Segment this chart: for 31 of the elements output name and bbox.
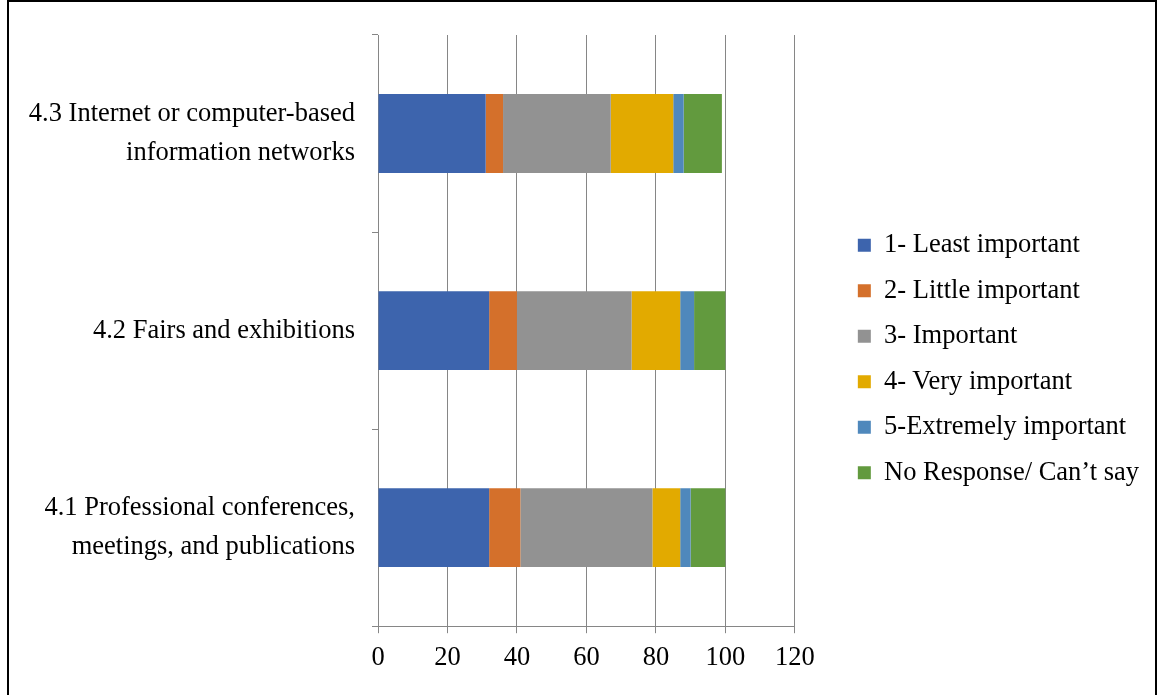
x-tick-label: 40 <box>503 641 531 672</box>
legend-label: 3- Important <box>884 319 1018 350</box>
bar <box>680 291 695 371</box>
legend-label: 4- Very important <box>884 364 1073 395</box>
x-tick-label: 20 <box>434 641 461 672</box>
x-tick-label: 80 <box>642 641 670 672</box>
x-tick-label: 0 <box>371 641 385 672</box>
bar <box>690 488 726 568</box>
bar <box>485 94 504 173</box>
bar <box>694 291 726 371</box>
bar <box>489 291 517 371</box>
bar <box>378 291 490 371</box>
bar <box>680 488 691 568</box>
y-tick-label: 4.1 Professional conferences, meetings, and publications <box>44 491 355 560</box>
bar <box>378 488 490 568</box>
x-tick-label: 120 <box>774 641 815 672</box>
legend-label: 5-Extremely important <box>884 410 1127 441</box>
bar <box>652 488 681 568</box>
x-tick-label: 60 <box>573 641 600 672</box>
y-tick-label: 4.2 Fairs and exhibitions <box>92 313 355 344</box>
legend-label: 2- Little important <box>884 273 1081 304</box>
bar <box>610 94 674 173</box>
bar <box>683 94 722 173</box>
bar <box>378 94 486 173</box>
x-tick-label: 100 <box>705 641 746 672</box>
legend-label: No Response/ Can’t say <box>884 455 1140 486</box>
bar <box>631 291 681 371</box>
bar <box>673 94 684 173</box>
bar <box>489 488 521 568</box>
y-tick-label: 4.3 Internet or computer-based information networks <box>28 97 355 166</box>
legend-label: 1- Least important <box>884 228 1081 259</box>
